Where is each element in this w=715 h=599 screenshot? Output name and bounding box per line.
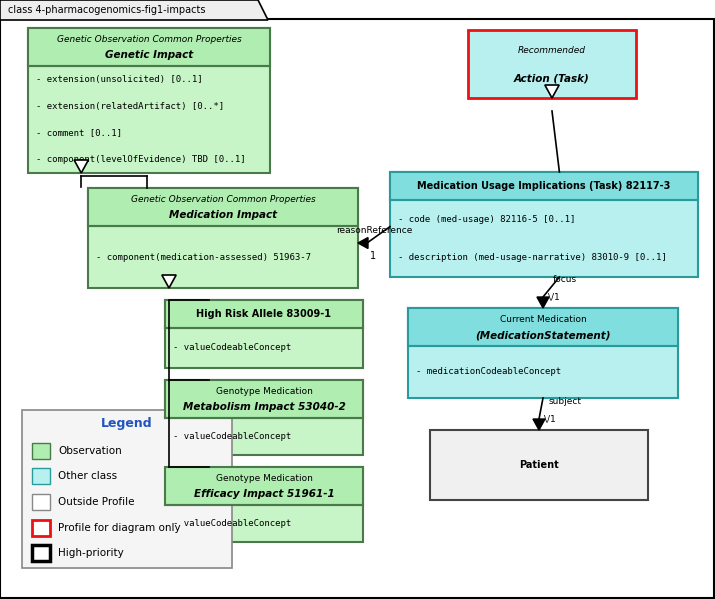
Polygon shape: [545, 85, 559, 98]
Text: Genetic Observation Common Properties: Genetic Observation Common Properties: [131, 195, 315, 204]
Text: - extension(relatedArtifact) [0..*]: - extension(relatedArtifact) [0..*]: [36, 102, 224, 111]
Bar: [32, 443, 50, 459]
Polygon shape: [0, 0, 268, 20]
Bar: [165, 300, 363, 328]
Text: - component(levelOfEvidence) TBD [0..1]: - component(levelOfEvidence) TBD [0..1]: [36, 155, 246, 164]
Text: Metabolism Impact 53040-2: Metabolism Impact 53040-2: [182, 403, 345, 412]
Bar: [28, 28, 270, 66]
Polygon shape: [533, 419, 545, 430]
Bar: [468, 30, 636, 98]
Bar: [430, 430, 648, 500]
Text: - description (med-usage-narrative) 83010-9 [0..1]: - description (med-usage-narrative) 8301…: [398, 253, 667, 262]
Polygon shape: [358, 237, 368, 249]
Text: - code (med-usage) 82116-5 [0..1]: - code (med-usage) 82116-5 [0..1]: [398, 215, 576, 224]
Text: Genetic Impact: Genetic Impact: [105, 50, 193, 60]
Polygon shape: [537, 297, 549, 308]
Text: \/1: \/1: [548, 292, 560, 301]
Bar: [88, 188, 358, 226]
Bar: [32, 545, 50, 561]
Text: Recommended: Recommended: [518, 46, 586, 55]
Bar: [390, 172, 698, 277]
Text: (MedicationStatement): (MedicationStatement): [475, 331, 611, 340]
Polygon shape: [162, 275, 176, 288]
Bar: [165, 467, 363, 542]
Text: - valueCodeableConcept: - valueCodeableConcept: [173, 519, 291, 528]
Text: 1: 1: [370, 251, 376, 261]
Text: - valueCodeableConcept: - valueCodeableConcept: [173, 432, 291, 441]
Text: Outside Profile: Outside Profile: [58, 497, 134, 507]
Text: High-priority: High-priority: [58, 548, 124, 558]
Bar: [165, 380, 363, 418]
Bar: [390, 172, 698, 200]
Text: Current Medication: Current Medication: [500, 315, 586, 324]
Bar: [32, 468, 50, 485]
Bar: [28, 28, 270, 173]
Text: - component(medication-assessed) 51963-7: - component(medication-assessed) 51963-7: [96, 253, 311, 262]
Text: Medication Usage Implications (Task) 82117-3: Medication Usage Implications (Task) 821…: [418, 181, 671, 191]
Text: - comment [0..1]: - comment [0..1]: [36, 128, 122, 137]
Text: - extension(unsolicited) [0..1]: - extension(unsolicited) [0..1]: [36, 75, 202, 84]
Text: Action (Task): Action (Task): [514, 74, 590, 84]
Bar: [165, 380, 363, 455]
Text: - medicationCodeableConcept: - medicationCodeableConcept: [416, 368, 561, 377]
Text: - valueCodeableConcept: - valueCodeableConcept: [173, 343, 291, 352]
Text: \/1: \/1: [544, 414, 556, 423]
Text: Legend: Legend: [102, 418, 153, 431]
Text: Efficacy Impact 51961-1: Efficacy Impact 51961-1: [194, 489, 335, 500]
Text: Profile for diagram only: Profile for diagram only: [58, 522, 181, 533]
Bar: [165, 467, 363, 505]
Bar: [32, 494, 50, 510]
Bar: [88, 188, 358, 288]
Text: Observation: Observation: [58, 446, 122, 456]
Text: Genetic Observation Common Properties: Genetic Observation Common Properties: [56, 35, 242, 44]
Bar: [408, 308, 678, 398]
Text: Medication Impact: Medication Impact: [169, 210, 277, 220]
Text: subject: subject: [549, 397, 582, 406]
Bar: [408, 308, 678, 346]
Text: reasonReference: reasonReference: [336, 226, 412, 235]
Text: Genotype Medication: Genotype Medication: [215, 387, 312, 396]
Bar: [165, 300, 363, 368]
Text: Patient: Patient: [519, 460, 559, 470]
Text: High Risk Allele 83009-1: High Risk Allele 83009-1: [197, 309, 332, 319]
Bar: [32, 519, 50, 536]
Bar: [22, 410, 232, 568]
Polygon shape: [74, 160, 89, 173]
Text: Genotype Medication: Genotype Medication: [215, 474, 312, 483]
Text: Other class: Other class: [58, 471, 117, 482]
Text: class 4-pharmacogenomics-fig1-impacts: class 4-pharmacogenomics-fig1-impacts: [8, 5, 205, 15]
Text: focus: focus: [553, 276, 577, 285]
